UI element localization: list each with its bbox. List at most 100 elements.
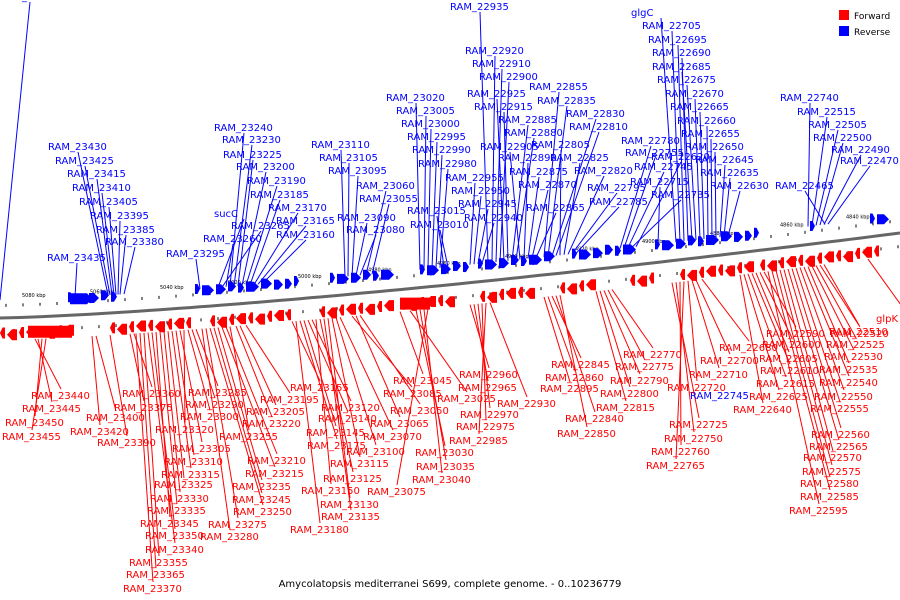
reverse-leader-line — [531, 189, 549, 259]
reverse-leader-line — [241, 171, 267, 286]
reverse-gene-label: RAM_22885 — [498, 115, 557, 126]
reverse-gene-label: RAM_23265 — [231, 221, 290, 232]
reverse-gene-label: RAM_23005 — [396, 106, 455, 117]
forward-gene-label: RAM_22860 — [545, 373, 604, 384]
reverse-gene-label: RAM_22515 — [797, 107, 856, 118]
forward-gene-label: RAM_23115 — [330, 459, 389, 470]
forward-gene-arrow — [862, 246, 872, 258]
forward-leader-line — [95, 335, 117, 412]
forward-leader-line — [323, 318, 352, 511]
forward-leader-line — [815, 265, 857, 339]
forward-gene-arrow — [760, 259, 765, 271]
reverse-gene-label: RAM_23020 — [386, 93, 445, 104]
reverse-gene-label: RAM_22740 — [780, 93, 839, 104]
forward-gene-arrow — [779, 257, 784, 269]
tick-label: 5080 kbp — [22, 293, 46, 299]
forward-gene-arrow — [210, 315, 215, 327]
reverse-gene-label: RAM_22505 — [808, 120, 867, 131]
reverse-gene-label: RAM_22875 — [509, 167, 568, 178]
forward-gene-label: RAM_23145 — [306, 428, 365, 439]
forward-gene-label: RAM_22555 — [810, 404, 869, 415]
forward-gene-label: RAM_22525 — [826, 340, 885, 351]
reverse-gene-arrow — [485, 259, 497, 270]
reverse-leader-line — [249, 199, 281, 286]
reverse-gene-label: RAM_23055 — [359, 194, 418, 205]
forward-gene-label: RAM_23440 — [31, 391, 90, 402]
reverse-leader-line — [543, 91, 560, 257]
reverse-gene-label: RAM_22890 — [498, 153, 557, 164]
reverse-gene-label: RAM_22705 — [642, 21, 701, 32]
forward-gene-label: RAM_23030 — [415, 448, 474, 459]
forward-leader-line — [91, 336, 101, 426]
forward-gene-arrow — [148, 319, 153, 331]
forward-leader-line — [213, 327, 263, 494]
reverse-gene-arrow — [246, 281, 259, 292]
forward-gene-label: RAM_23275 — [208, 520, 267, 531]
forward-gene-track — [0, 245, 879, 341]
forward-gene-label: RAM_22765 — [646, 461, 705, 472]
reverse-leader-line — [0, 1, 31, 301]
reverse-gene-arrow — [363, 269, 371, 280]
reverse-leader-line — [710, 138, 713, 239]
forward-gene-label: RAM_22590 — [766, 329, 825, 340]
forward-leader-line — [819, 264, 861, 328]
forward-gene-label: RAM_22510 — [829, 327, 888, 338]
forward-gene-arrow — [236, 313, 246, 325]
forward-gene-label: RAM_23420 — [70, 427, 129, 438]
reverse-leader-line — [101, 192, 115, 295]
reverse-gene-label: RAM_22830 — [566, 109, 625, 120]
reverse-gene-label: RAM_23190 — [247, 176, 306, 187]
reverse-gene-arrow — [721, 231, 732, 242]
reverse-leader-line — [479, 11, 489, 263]
forward-leader-line — [359, 315, 421, 405]
forward-leader-line — [787, 268, 840, 441]
reverse-leader-line — [723, 177, 731, 237]
forward-gene-arrow — [129, 321, 134, 333]
forward-leader-line — [747, 273, 787, 378]
forward-gene-arrow — [525, 287, 535, 299]
reverse-leader-line — [527, 176, 540, 259]
forward-leader-line — [687, 280, 698, 382]
reverse-gene-label: RAM_23415 — [67, 169, 126, 180]
reverse-gene-label: RAM_22935 — [450, 2, 509, 13]
forward-leader-line — [307, 319, 349, 413]
forward-gene-label: RAM_23345 — [140, 519, 199, 530]
reverse-gene-label: RAM_22810 — [569, 122, 628, 133]
forward-gene-arrow — [649, 272, 654, 284]
reverse-gene-arrow — [615, 245, 621, 256]
forward-gene-label: RAM_23350 — [145, 531, 204, 542]
forward-gene-label: RAM_22710 — [689, 370, 748, 381]
forward-leader-line — [767, 271, 820, 505]
reverse-leader-line — [627, 171, 665, 248]
reverse-gene-label: RAM_22980 — [418, 159, 477, 170]
forward-gene-label: RAM_23065 — [370, 419, 429, 430]
reverse-gene-arrow — [662, 240, 674, 251]
forward-gene-arrow — [167, 318, 172, 330]
forward-gene-label: RAM_23400 — [86, 413, 145, 424]
forward-gene-block — [400, 297, 430, 310]
reverse-gene-label: RAM_23230 — [222, 135, 281, 146]
reverse-gene-label: RAM_22470 — [840, 156, 899, 167]
forward-gene-label: RAM_23045 — [393, 376, 452, 387]
forward-gene-arrow — [518, 286, 523, 298]
reverse-gene-label: RAM_22995 — [407, 132, 466, 143]
forward-gene-label: RAM_23370 — [123, 584, 182, 595]
reverse-gene-label: RAM_22825 — [550, 153, 609, 164]
forward-leader-line — [691, 280, 720, 369]
forward-gene-label: RAM_23130 — [320, 500, 379, 511]
reverse-leader-line — [657, 186, 661, 245]
reverse-gene-label: RAM_22900 — [479, 72, 538, 83]
forward-gene-arrow — [798, 254, 803, 266]
reverse-gene-arrow — [330, 272, 335, 283]
forward-gene-arrow — [630, 274, 635, 286]
forward-leader-line — [489, 302, 528, 398]
reverse-leader-line — [714, 151, 717, 238]
reverse-gene-label: RAM_23015 — [407, 206, 466, 217]
forward-gene-label: RAM_23255 — [219, 432, 278, 443]
forward-gene-label: RAM_23320 — [155, 425, 214, 436]
forward-gene-label: RAM_23175 — [307, 441, 366, 452]
forward-gene-arrow — [267, 310, 272, 322]
forward-gene-label: RAM_22610 — [760, 366, 819, 377]
forward-gene-arrow — [706, 265, 716, 277]
reverse-leader-line — [807, 102, 811, 227]
